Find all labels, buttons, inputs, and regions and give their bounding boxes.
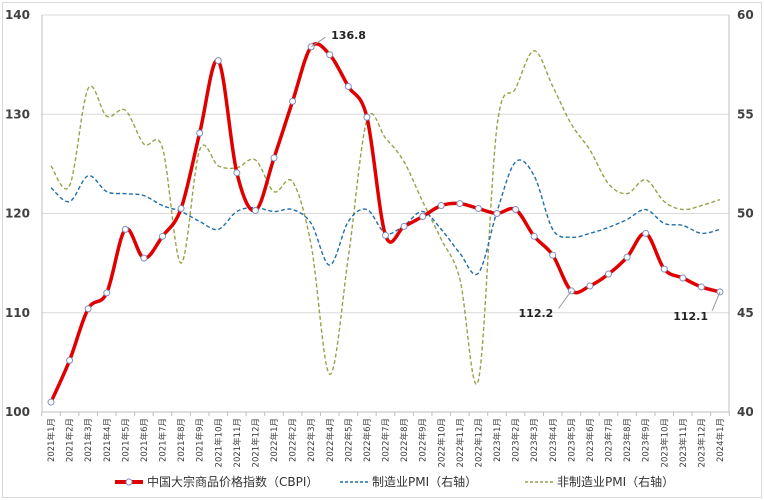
- x-tick-label: 2022年3月: [306, 418, 317, 462]
- x-tick-label: 2021年10月: [213, 418, 224, 467]
- cbpi-data-point: [549, 251, 557, 259]
- cbpi-data-point: [251, 207, 259, 215]
- cbpi-data-point: [382, 231, 389, 239]
- right-tick-label: 50: [737, 207, 754, 221]
- annotation-label: 112.1: [673, 310, 708, 323]
- cbpi-data-point: [512, 206, 520, 214]
- cbpi-data-point: [214, 57, 222, 65]
- cbpi-data-point: [47, 398, 55, 406]
- annotation-leader: [310, 36, 326, 48]
- x-tick-label: 2023年11月: [678, 418, 689, 467]
- x-tick-label: 2021年9月: [195, 418, 206, 462]
- x-tick-label: 2023年7月: [604, 418, 615, 462]
- x-tick-label: 2022年1月: [269, 418, 280, 462]
- cbpi-data-point: [121, 225, 129, 233]
- x-tick-label: 2021年11月: [232, 418, 243, 467]
- cbpi-data-point: [530, 232, 538, 240]
- left-tick-label: 110: [5, 306, 30, 320]
- left-tick-label: 100: [5, 405, 30, 419]
- left-tick-label: 130: [5, 107, 30, 121]
- legend-marker: [125, 478, 133, 486]
- cbpi-data-point: [103, 289, 111, 297]
- x-tick-label: 2022年12月: [473, 418, 484, 467]
- legend-label: 非制造业PMI（右轴）: [557, 474, 674, 489]
- right-tick-label: 40: [737, 405, 754, 419]
- x-tick-label: 2022年11月: [455, 418, 466, 467]
- x-tick-label: 2021年4月: [102, 418, 113, 462]
- x-tick-label: 2021年7月: [158, 418, 169, 462]
- left-tick-label: 120: [5, 207, 30, 221]
- x-tick-label: 2022年4月: [325, 418, 336, 462]
- cbpi-data-point: [140, 254, 148, 262]
- cbpi-data-point: [419, 212, 427, 220]
- series-line-manufacturing-pmi: [50, 159, 721, 276]
- cbpi-data-point: [363, 113, 371, 121]
- legend-label: 中国大宗商品价格指数（CBPI）: [147, 474, 318, 489]
- cbpi-data-point: [84, 305, 92, 313]
- legend-label: 制造业PMI（右轴）: [372, 474, 477, 489]
- cbpi-data-point: [177, 205, 185, 213]
- x-tick-label: 2023年9月: [641, 418, 652, 462]
- cbpi-data-point: [344, 82, 352, 90]
- x-tick-label: 2023年4月: [548, 418, 559, 462]
- cbpi-data-point: [270, 154, 278, 162]
- x-tick-label: 2023年1月: [492, 418, 503, 462]
- x-tick-label: 2021年5月: [120, 418, 131, 462]
- cbpi-data-point: [474, 205, 482, 213]
- x-tick-label: 2021年3月: [83, 418, 94, 462]
- x-tick-label: 2021年6月: [139, 418, 150, 462]
- cbpi-data-point: [159, 232, 166, 240]
- x-tick-label: 2021年12月: [250, 418, 261, 467]
- x-tick-label: 2024年1月: [715, 418, 726, 462]
- x-tick-label: 2022年2月: [288, 418, 299, 462]
- x-tick-label: 2023年8月: [622, 418, 633, 462]
- annotation-leader: [711, 291, 721, 312]
- x-tick-label: 2022年5月: [343, 418, 354, 462]
- cbpi-data-point: [642, 229, 650, 237]
- annotation-label: 136.8: [331, 29, 366, 42]
- cbpi-data-point: [66, 356, 74, 364]
- cbpi-data-point: [456, 200, 464, 208]
- x-tick-label: 2021年8月: [176, 418, 187, 462]
- x-tick-label: 2023年10月: [659, 418, 670, 467]
- x-tick-label: 2022年6月: [362, 418, 373, 462]
- cbpi-data-point: [623, 253, 631, 261]
- x-tick-label: 2021年2月: [65, 418, 76, 462]
- x-tick-label: 2022年7月: [381, 418, 392, 462]
- cbpi-data-point: [196, 129, 204, 137]
- cbpi-data-point: [326, 51, 334, 59]
- cbpi-data-point: [679, 274, 687, 282]
- cbpi-data-point: [493, 210, 501, 217]
- x-tick-label: 2023年3月: [529, 418, 540, 462]
- cbpi-data-point: [586, 282, 594, 290]
- cbpi-data-point: [697, 283, 705, 291]
- x-tick-label: 2023年2月: [511, 418, 522, 462]
- x-tick-label: 2023年12月: [696, 418, 707, 467]
- cbpi-data-point: [660, 265, 668, 273]
- cbpi-data-point: [605, 270, 612, 278]
- x-tick-label: 2021年1月: [46, 418, 57, 462]
- left-tick-label: 140: [5, 8, 30, 22]
- x-tick-label: 2022年8月: [399, 418, 410, 462]
- cbpi-data-point: [233, 169, 241, 177]
- cbpi-data-point: [289, 97, 297, 105]
- x-tick-label: 2022年9月: [418, 418, 429, 462]
- right-tick-label: 55: [737, 107, 754, 121]
- series-line-non-manufacturing-pmi: [50, 50, 721, 385]
- x-tick-label: 2023年5月: [566, 418, 577, 462]
- right-tick-label: 60: [737, 8, 754, 22]
- cbpi-data-point: [400, 222, 408, 230]
- annotation-label: 112.2: [519, 307, 554, 320]
- annotation-leader: [558, 290, 572, 309]
- right-tick-label: 45: [737, 306, 754, 320]
- x-tick-label: 2023年6月: [585, 418, 596, 462]
- x-tick-label: 2022年10月: [436, 418, 447, 467]
- cbpi-data-point: [437, 202, 445, 210]
